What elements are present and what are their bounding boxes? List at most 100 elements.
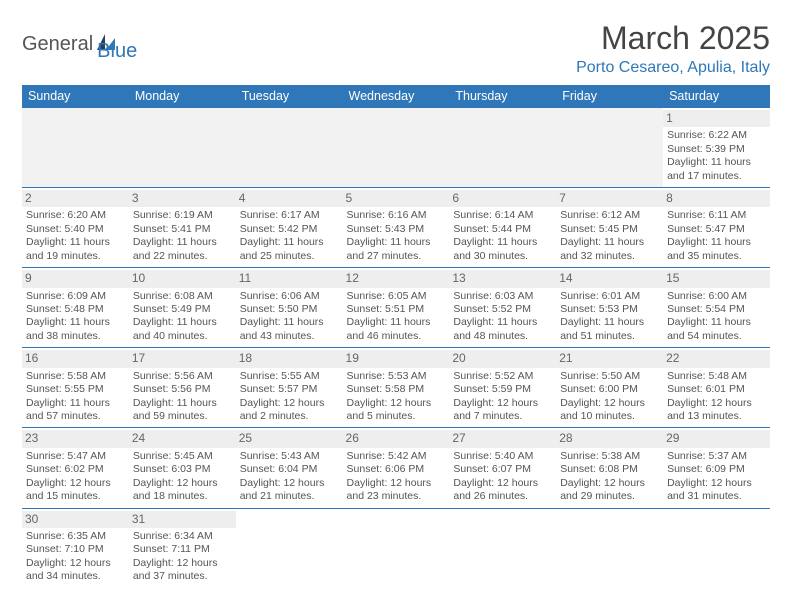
daylight-text: Daylight: 11 hours	[453, 316, 552, 329]
daylight-text: Daylight: 12 hours	[560, 397, 659, 410]
day-number: 1	[663, 110, 770, 127]
daylight-text: Daylight: 12 hours	[240, 477, 339, 490]
calendar-day-cell: 19Sunrise: 5:53 AMSunset: 5:58 PMDayligh…	[343, 348, 450, 428]
sunrise-text: Sunrise: 6:22 AM	[667, 129, 766, 142]
daylight-text: and 59 minutes.	[133, 410, 232, 423]
calendar-day-cell: 3Sunrise: 6:19 AMSunset: 5:41 PMDaylight…	[129, 188, 236, 268]
daylight-text: and 51 minutes.	[560, 330, 659, 343]
calendar-day-cell: 16Sunrise: 5:58 AMSunset: 5:55 PMDayligh…	[22, 348, 129, 428]
daylight-text: and 34 minutes.	[26, 570, 125, 583]
daylight-text: Daylight: 12 hours	[240, 397, 339, 410]
daylight-text: and 57 minutes.	[26, 410, 125, 423]
sunset-text: Sunset: 5:58 PM	[347, 383, 446, 396]
daylight-text: and 35 minutes.	[667, 250, 766, 263]
day-number: 12	[343, 270, 450, 287]
daylight-text: and 7 minutes.	[453, 410, 552, 423]
calendar-day-cell: 14Sunrise: 6:01 AMSunset: 5:53 PMDayligh…	[556, 268, 663, 348]
daylight-text: Daylight: 12 hours	[133, 557, 232, 570]
daylight-text: and 26 minutes.	[453, 490, 552, 503]
sunrise-text: Sunrise: 6:06 AM	[240, 290, 339, 303]
daylight-text: Daylight: 12 hours	[133, 477, 232, 490]
calendar-day-cell: 25Sunrise: 5:43 AMSunset: 6:04 PMDayligh…	[236, 428, 343, 508]
calendar-day-cell: 17Sunrise: 5:56 AMSunset: 5:56 PMDayligh…	[129, 348, 236, 428]
day-number: 15	[663, 270, 770, 287]
day-number: 30	[22, 511, 129, 528]
sunset-text: Sunset: 6:08 PM	[560, 463, 659, 476]
daylight-text: Daylight: 12 hours	[667, 397, 766, 410]
sunrise-text: Sunrise: 5:50 AM	[560, 370, 659, 383]
weekday-header: Tuesday	[236, 85, 343, 108]
day-number: 29	[663, 430, 770, 447]
sunrise-text: Sunrise: 6:00 AM	[667, 290, 766, 303]
daylight-text: Daylight: 11 hours	[240, 236, 339, 249]
calendar-day-cell: 29Sunrise: 5:37 AMSunset: 6:09 PMDayligh…	[663, 428, 770, 508]
calendar-day-cell: 20Sunrise: 5:52 AMSunset: 5:59 PMDayligh…	[449, 348, 556, 428]
daylight-text: and 48 minutes.	[453, 330, 552, 343]
sunset-text: Sunset: 5:45 PM	[560, 223, 659, 236]
daylight-text: and 43 minutes.	[240, 330, 339, 343]
sunset-text: Sunset: 5:47 PM	[667, 223, 766, 236]
calendar-day-cell	[236, 508, 343, 588]
sunset-text: Sunset: 5:42 PM	[240, 223, 339, 236]
sunrise-text: Sunrise: 5:38 AM	[560, 450, 659, 463]
day-number: 17	[129, 350, 236, 367]
day-number: 28	[556, 430, 663, 447]
day-number: 27	[449, 430, 556, 447]
calendar-day-cell: 31Sunrise: 6:34 AMSunset: 7:11 PMDayligh…	[129, 508, 236, 588]
calendar-day-cell: 2Sunrise: 6:20 AMSunset: 5:40 PMDaylight…	[22, 188, 129, 268]
day-number: 7	[556, 190, 663, 207]
day-number: 5	[343, 190, 450, 207]
calendar-day-cell: 15Sunrise: 6:00 AMSunset: 5:54 PMDayligh…	[663, 268, 770, 348]
sunset-text: Sunset: 6:04 PM	[240, 463, 339, 476]
sunset-text: Sunset: 5:49 PM	[133, 303, 232, 316]
calendar-week-row: 9Sunrise: 6:09 AMSunset: 5:48 PMDaylight…	[22, 268, 770, 348]
sunset-text: Sunset: 5:59 PM	[453, 383, 552, 396]
sunrise-text: Sunrise: 6:20 AM	[26, 209, 125, 222]
sunrise-text: Sunrise: 5:37 AM	[667, 450, 766, 463]
weekday-header-row: SundayMondayTuesdayWednesdayThursdayFrid…	[22, 85, 770, 108]
sunset-text: Sunset: 5:50 PM	[240, 303, 339, 316]
daylight-text: Daylight: 11 hours	[133, 236, 232, 249]
daylight-text: Daylight: 11 hours	[240, 316, 339, 329]
calendar-day-cell	[449, 108, 556, 188]
calendar-day-cell	[236, 108, 343, 188]
daylight-text: and 25 minutes.	[240, 250, 339, 263]
sunset-text: Sunset: 6:01 PM	[667, 383, 766, 396]
daylight-text: and 18 minutes.	[133, 490, 232, 503]
calendar-week-row: 2Sunrise: 6:20 AMSunset: 5:40 PMDaylight…	[22, 188, 770, 268]
daylight-text: Daylight: 11 hours	[667, 156, 766, 169]
sunrise-text: Sunrise: 5:52 AM	[453, 370, 552, 383]
day-number: 16	[22, 350, 129, 367]
calendar-day-cell: 21Sunrise: 5:50 AMSunset: 6:00 PMDayligh…	[556, 348, 663, 428]
sunset-text: Sunset: 6:03 PM	[133, 463, 232, 476]
calendar-day-cell	[343, 108, 450, 188]
sunset-text: Sunset: 6:00 PM	[560, 383, 659, 396]
calendar-day-cell: 5 Sunrise: 6:16 AMSunset: 5:43 PMDaylight…	[343, 188, 450, 268]
sunrise-text: Sunrise: 6:05 AM	[347, 290, 446, 303]
calendar-day-cell	[449, 508, 556, 588]
calendar-day-cell	[129, 108, 236, 188]
sunrise-text: Sunrise: 5:42 AM	[347, 450, 446, 463]
calendar-day-cell: 28Sunrise: 5:38 AMSunset: 6:08 PMDayligh…	[556, 428, 663, 508]
calendar-day-cell: 4Sunrise: 6:17 AMSunset: 5:42 PMDaylight…	[236, 188, 343, 268]
sunrise-text: Sunrise: 5:45 AM	[133, 450, 232, 463]
brand-name-a: General	[22, 33, 93, 56]
daylight-text: Daylight: 11 hours	[453, 236, 552, 249]
daylight-text: Daylight: 12 hours	[453, 397, 552, 410]
day-number: 3	[129, 190, 236, 207]
daylight-text: and 19 minutes.	[26, 250, 125, 263]
daylight-text: and 40 minutes.	[133, 330, 232, 343]
sunrise-text: Sunrise: 6:16 AM	[347, 209, 446, 222]
day-number: 4	[236, 190, 343, 207]
day-number: 6	[449, 190, 556, 207]
sunset-text: Sunset: 5:43 PM	[347, 223, 446, 236]
daylight-text: and 10 minutes.	[560, 410, 659, 423]
daylight-text: Daylight: 11 hours	[347, 236, 446, 249]
sunset-text: Sunset: 6:07 PM	[453, 463, 552, 476]
header: General Blue March 2025 Porto Cesareo, A…	[22, 20, 770, 77]
daylight-text: Daylight: 12 hours	[667, 477, 766, 490]
day-number: 14	[556, 270, 663, 287]
sunset-text: Sunset: 5:57 PM	[240, 383, 339, 396]
day-number: 19	[343, 350, 450, 367]
daylight-text: Daylight: 11 hours	[133, 397, 232, 410]
